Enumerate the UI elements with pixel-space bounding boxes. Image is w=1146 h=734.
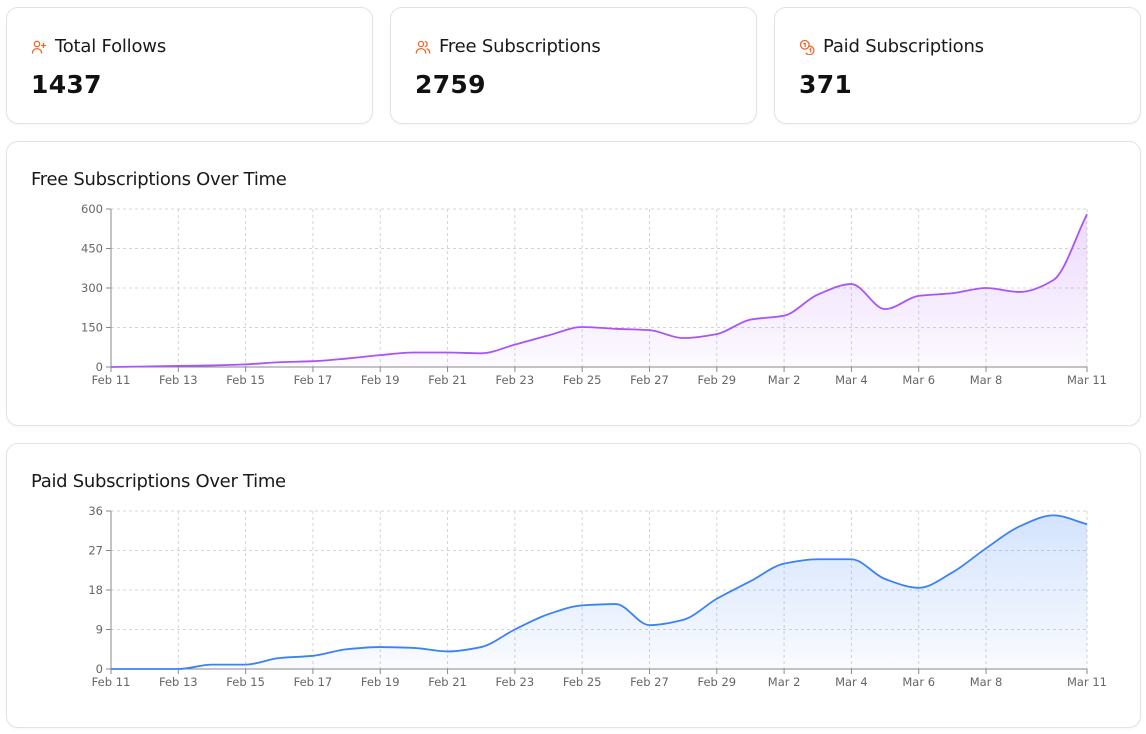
x-tick-label: Feb 21 [428, 373, 467, 387]
y-tick-label: 18 [88, 583, 103, 597]
x-tick-label: Mar 8 [970, 373, 1003, 387]
y-tick-label: 27 [88, 544, 103, 558]
y-tick-label: 300 [81, 281, 103, 295]
free-subscriptions-chart-card: Free Subscriptions Over Time 0 150 300 450 6… [6, 141, 1141, 426]
x-tick-label: Feb 21 [428, 675, 467, 689]
stat-label: Paid Subscriptions [823, 36, 984, 57]
x-tick-label: Mar 2 [768, 675, 801, 689]
y-tick-label: 0 [96, 360, 103, 374]
stat-header: Free Subscriptions [415, 36, 601, 57]
series-area [111, 515, 1087, 669]
y-tick-label: 9 [96, 623, 103, 637]
paid-subscriptions-chart-card: Paid Subscriptions Over Time 0 9 18 27 36 Feb… [6, 443, 1141, 728]
x-tick-label: Feb 29 [697, 373, 736, 387]
y-tick-label: 600 [81, 202, 103, 216]
stat-card-free-subscriptions: Free Subscriptions 2759 [390, 7, 757, 124]
x-tick-label: Mar 8 [970, 675, 1003, 689]
x-tick-label: Feb 13 [159, 675, 198, 689]
x-tick-label: Mar 11 [1067, 675, 1107, 689]
stat-value: 1437 [31, 70, 102, 99]
x-tick-label: Feb 15 [226, 373, 265, 387]
user-plus-icon [31, 40, 47, 54]
x-tick-label: Mar 2 [768, 373, 801, 387]
series-line [110, 213, 1088, 368]
x-tick-label: Feb 27 [630, 675, 669, 689]
x-tick-label: Feb 23 [496, 373, 535, 387]
series-area [111, 214, 1087, 367]
x-tick-label: Feb 27 [630, 373, 669, 387]
x-tick-label: Feb 17 [294, 675, 333, 689]
x-tick-label: Feb 23 [496, 675, 535, 689]
free-subscriptions-chart: 0 150 300 450 600 Feb 11 Feb 13 Feb 15 Feb 17 Feb… [81, 202, 1107, 387]
y-tick-label: 450 [81, 242, 103, 256]
x-tick-label: Mar 6 [902, 675, 935, 689]
x-tick-label: Feb 11 [92, 373, 131, 387]
stat-header: Total Follows [31, 36, 166, 57]
stat-header: Paid Subscriptions [799, 36, 984, 57]
chart-title: Free Subscriptions Over Time [31, 169, 287, 190]
paid-subscriptions-chart: 0 9 18 27 36 Feb 11 Feb 13 Feb 15 Feb 17 Feb 19 Fe… [88, 504, 1107, 689]
y-tick-label: 150 [81, 321, 103, 335]
stat-card-total-follows: Total Follows 1437 [6, 7, 373, 124]
stat-label: Total Follows [55, 36, 166, 57]
series-line [110, 514, 1088, 670]
x-tick-label: Feb 15 [226, 675, 265, 689]
x-tick-label: Feb 25 [563, 373, 602, 387]
x-tick-label: Feb 19 [361, 373, 400, 387]
y-tick-label: 36 [88, 504, 103, 518]
y-tick-label: 0 [96, 662, 103, 676]
chart-title: Paid Subscriptions Over Time [31, 471, 286, 492]
x-tick-label: Feb 11 [92, 675, 131, 689]
x-tick-label: Feb 25 [563, 675, 602, 689]
x-tick-label: Feb 19 [361, 675, 400, 689]
coins-icon [799, 39, 815, 55]
stat-value: 371 [799, 70, 853, 99]
stat-card-paid-subscriptions: Paid Subscriptions 371 [774, 7, 1141, 124]
x-tick-label: Feb 29 [697, 675, 736, 689]
x-tick-label: Feb 17 [294, 373, 333, 387]
users-icon [415, 40, 431, 54]
x-tick-label: Mar 4 [835, 675, 868, 689]
x-tick-label: Mar 11 [1067, 373, 1107, 387]
stat-value: 2759 [415, 70, 486, 99]
x-tick-label: Mar 6 [902, 373, 935, 387]
x-tick-label: Feb 13 [159, 373, 198, 387]
stat-label: Free Subscriptions [439, 36, 601, 57]
x-tick-label: Mar 4 [835, 373, 868, 387]
